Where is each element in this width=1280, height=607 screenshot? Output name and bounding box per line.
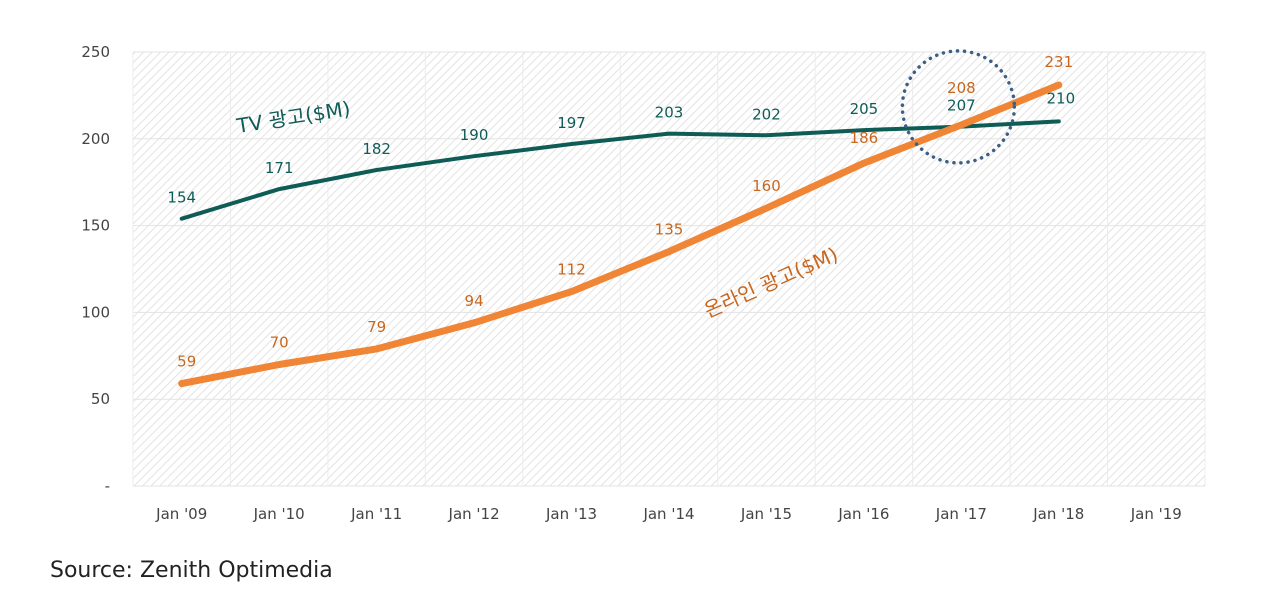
x-tick-label: Jan '10 [253, 505, 305, 523]
crossover-highlight-circle [900, 49, 1017, 165]
tv-ad-line [179, 119, 1061, 221]
online-data-label: 79 [367, 318, 386, 336]
tv-data-label: 190 [460, 126, 489, 144]
series-lines [178, 81, 1063, 388]
y-tick-label: - [105, 477, 110, 495]
tv-data-label: 210 [1046, 89, 1075, 107]
x-tick-label: Jan '13 [545, 505, 597, 523]
annotation-layer [900, 49, 1017, 165]
y-tick-label: 200 [81, 130, 110, 148]
tv-data-label: 207 [947, 97, 976, 115]
online-ad-line [178, 81, 1063, 388]
y-tick-label: 100 [81, 303, 110, 321]
x-tick-label: Jan '17 [935, 505, 987, 523]
tv-data-label: 171 [265, 159, 294, 177]
y-tick-label: 50 [91, 390, 110, 408]
tv-data-label: 205 [850, 100, 879, 118]
x-tick-label: Jan '15 [740, 505, 792, 523]
tv-data-label: 182 [362, 140, 391, 158]
x-tick-label: Jan '14 [642, 505, 694, 523]
y-axis: - 50 100 150 200 250 [81, 43, 110, 495]
online-data-label: 208 [947, 79, 976, 97]
gridlines [132, 51, 1206, 487]
x-axis: Jan '09 Jan '10 Jan '11 Jan '12 Jan '13 Jan '… [155, 505, 1182, 523]
y-tick-label: 250 [81, 43, 110, 61]
online-data-label: 112 [557, 261, 586, 279]
online-data-label: 70 [270, 333, 289, 351]
x-tick-label: Jan '11 [350, 505, 402, 523]
x-tick-label: Jan '16 [837, 505, 889, 523]
x-tick-label: Jan '12 [448, 505, 500, 523]
online-data-label: 160 [752, 177, 781, 195]
tv-data-label: 197 [557, 114, 586, 132]
online-data-label: 94 [465, 292, 484, 310]
online-data-label: 231 [1044, 53, 1073, 71]
online-data-label: 186 [850, 129, 879, 147]
source-note: Source: Zenith Optimedia [50, 558, 333, 583]
online-data-label: 135 [655, 221, 684, 239]
online-data-label: 59 [177, 353, 196, 371]
data-labels: 154 171 182 190 197 203 202 205 207 210 59 70 79 94 11… [167, 53, 1075, 371]
x-tick-label: Jan '09 [155, 505, 207, 523]
y-tick-label: 150 [81, 217, 110, 235]
x-tick-label: Jan '18 [1032, 505, 1084, 523]
x-tick-label: Jan '19 [1130, 505, 1182, 523]
tv-data-label: 202 [752, 105, 781, 123]
tv-data-label: 154 [167, 189, 196, 207]
tv-data-label: 203 [655, 104, 684, 122]
